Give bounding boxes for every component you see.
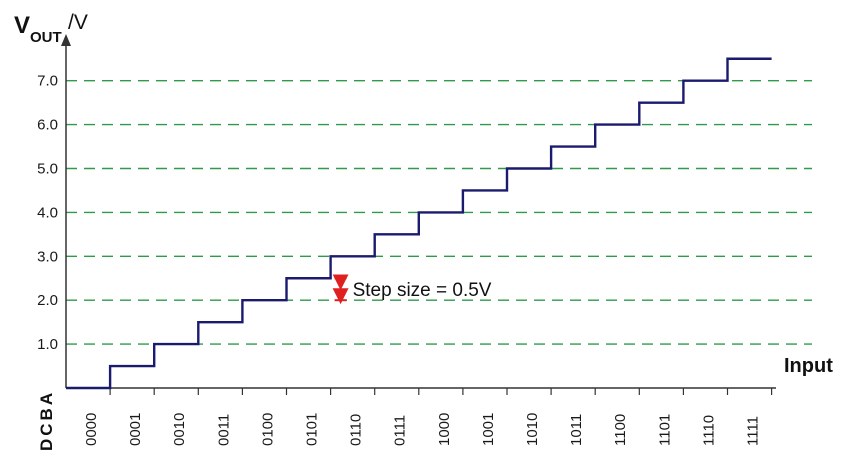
x-tick-label: 1100 (612, 414, 629, 446)
x-tick-label: 1000 (436, 413, 453, 446)
y-axis-arrowhead (61, 34, 71, 46)
x-tick-labels: 0000 0001 0010 0011 0100 0101 0110 0111 1000 1001… (83, 413, 762, 446)
y-axis-title-sub: OUT (30, 29, 62, 46)
x-tick-label: 1010 (524, 413, 541, 446)
x-tick-label: 0110 (348, 414, 365, 446)
x-axis-title: Input (784, 355, 833, 377)
x-tick-label: 0101 (304, 413, 321, 446)
x-tick-label: 1101 (656, 414, 673, 446)
x-tick-label: 1011 (568, 414, 585, 446)
x-tick-label: 0011 (215, 414, 232, 446)
x-tick-label: 1001 (480, 413, 497, 446)
x-tick-label: 0000 (83, 413, 100, 446)
staircase-series-line (66, 57, 772, 390)
y-axis-title-main: V (14, 12, 30, 39)
y-tick-label: 5.0 (37, 161, 58, 178)
y-tick-label: 2.0 (37, 292, 58, 309)
y-tick-label: 7.0 (37, 73, 58, 90)
x-tick-label: 1110 (700, 415, 717, 446)
y-tick-label: 6.0 (37, 117, 58, 134)
x-tick-label: 0001 (127, 413, 144, 446)
y-tick-label: 3.0 (37, 248, 58, 265)
y-axis-title: VOUT (14, 12, 62, 46)
bit-order-label: DCBA (37, 390, 56, 451)
x-tick-label: 0010 (171, 413, 188, 446)
x-tick-label: 0111 (392, 415, 409, 446)
y-tick-label: 4.0 (37, 204, 58, 221)
x-tick-marks (109, 388, 773, 395)
x-tick-label: 0100 (259, 413, 276, 446)
y-tick-labels: 1.0 2.0 3.0 4.0 5.0 6.0 7.0 (37, 73, 58, 353)
y-axis-unit: /V (68, 11, 88, 34)
x-tick-label: 1111 (745, 416, 762, 446)
step-size-label: Step size = 0.5V (353, 280, 492, 301)
step-size-annotation: Step size = 0.5V (332, 274, 492, 305)
y-tick-label: 1.0 (37, 336, 58, 353)
